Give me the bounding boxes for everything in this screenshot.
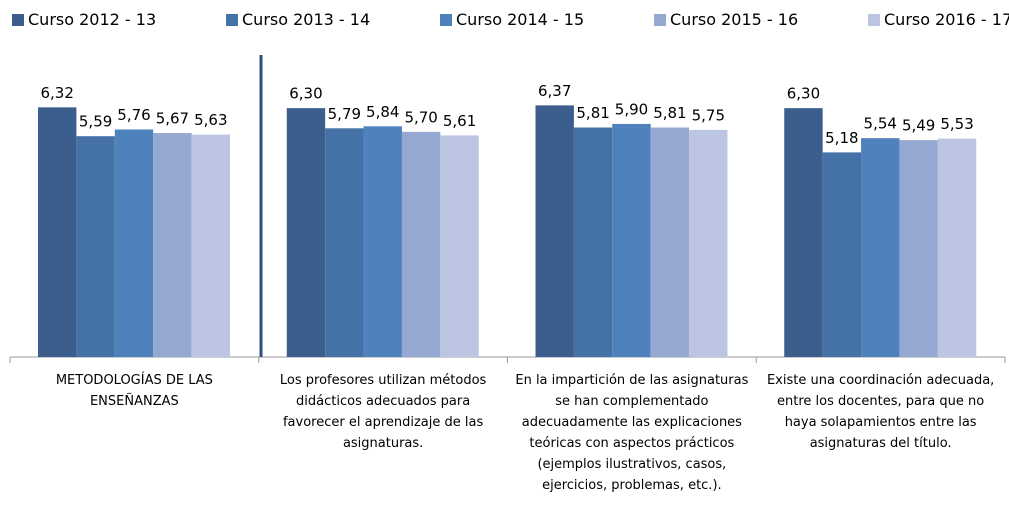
legend-label: Curso 2012 - 13 xyxy=(28,10,157,29)
legend-item: Curso 2014 - 15 xyxy=(440,10,584,29)
bar xyxy=(822,152,862,357)
value-label: 5,61 xyxy=(443,112,476,130)
bar xyxy=(38,107,77,357)
x-tick-label: METODOLOGÍAS DE LAS ENSEÑANZAS xyxy=(55,373,213,409)
bar xyxy=(153,133,192,357)
bar xyxy=(363,126,402,357)
legend-label: Curso 2015 - 16 xyxy=(670,10,799,29)
value-label: 6,37 xyxy=(538,82,571,100)
bar xyxy=(689,129,728,357)
bar xyxy=(937,138,977,357)
value-label: 6,30 xyxy=(787,85,820,103)
value-label: 5,53 xyxy=(940,115,973,133)
bar xyxy=(191,134,230,357)
legend-item: Curso 2015 - 16 xyxy=(654,10,798,29)
x-tick-label: En la impartición de las asignaturas se … xyxy=(515,373,749,493)
bar xyxy=(440,135,479,357)
value-label: 5,84 xyxy=(366,103,399,121)
x-tick-label: Existe una coordinación adecuada, entre … xyxy=(766,373,995,451)
legend-swatch xyxy=(226,13,238,26)
bar xyxy=(401,131,441,357)
bar xyxy=(784,108,823,358)
value-label: 5,76 xyxy=(117,106,150,124)
legend-swatch xyxy=(654,13,666,26)
x-tick-label: Los profesores utilizan métodos didáctic… xyxy=(279,373,487,451)
bar xyxy=(535,105,574,357)
legend-swatch xyxy=(440,13,452,26)
legend-swatch xyxy=(12,13,24,26)
value-label: 5,49 xyxy=(902,117,935,135)
value-label: 5,79 xyxy=(328,105,361,123)
legend-label: Curso 2016 - 17 xyxy=(884,10,1009,29)
bar xyxy=(612,123,651,357)
value-label: 5,70 xyxy=(404,108,437,126)
value-label: 5,59 xyxy=(79,113,112,131)
value-label: 5,90 xyxy=(615,100,648,118)
bar xyxy=(286,108,326,358)
value-label: 6,30 xyxy=(289,85,322,103)
value-label: 6,32 xyxy=(40,84,73,102)
legend-label: Curso 2013 - 14 xyxy=(242,10,371,29)
legend-label: Curso 2014 - 15 xyxy=(456,10,585,29)
bar xyxy=(573,127,613,357)
legend-swatch xyxy=(868,13,880,26)
bar xyxy=(899,140,938,357)
value-label: 5,81 xyxy=(576,104,609,122)
value-label: 5,54 xyxy=(864,115,897,133)
legend-item: Curso 2013 - 14 xyxy=(226,10,370,29)
value-label: 5,67 xyxy=(156,110,189,128)
legend-item: Curso 2012 - 13 xyxy=(12,10,156,29)
bar xyxy=(861,138,900,357)
value-label: 5,63 xyxy=(194,111,227,129)
bar xyxy=(650,127,690,357)
value-label: 5,18 xyxy=(825,129,858,147)
bar xyxy=(114,129,154,357)
value-label: 5,75 xyxy=(692,106,725,124)
value-label: 5,81 xyxy=(653,104,686,122)
legend-item: Curso 2016 - 17 xyxy=(868,10,1009,29)
bar xyxy=(325,128,364,357)
bar xyxy=(76,136,115,357)
